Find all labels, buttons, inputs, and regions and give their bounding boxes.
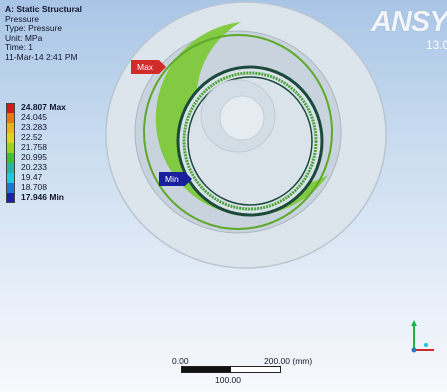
legend-swatch (6, 103, 15, 113)
triad-origin (411, 347, 417, 353)
legend-swatch (6, 123, 15, 133)
legend-label: 24.045 (21, 112, 47, 122)
inner-ring-dark (187, 76, 313, 206)
scale-middle-label: 100.00 (215, 375, 241, 385)
legend-swatch (6, 153, 15, 163)
bore-inner (219, 95, 265, 141)
triad-z-marker (424, 343, 428, 347)
result-info: A: Static Structural Pressure Type: Pres… (5, 4, 82, 63)
result-type: Type: Pressure (5, 23, 63, 34)
legend-label: 24.807 Max (21, 102, 66, 112)
min-probe-label[interactable]: Min (159, 172, 192, 186)
legend-swatch (6, 173, 15, 183)
legend-label: 17.946 Min (21, 192, 64, 202)
triad-y-arrow (411, 320, 417, 326)
legend-swatch (6, 133, 15, 143)
scale-bar (181, 366, 281, 373)
result-name: Pressure (5, 13, 40, 24)
legend-label: 20.995 (21, 152, 47, 162)
legend-label: 23.283 (21, 122, 47, 132)
legend-swatch (6, 143, 15, 153)
scale-right-label: 200.00 (mm) (264, 356, 313, 366)
analysis-title: A: Static Structural (5, 4, 82, 14)
axis-triad[interactable] (404, 318, 444, 358)
max-probe-label[interactable]: Max (131, 60, 167, 74)
ansys-logo: ANSYS (371, 6, 447, 38)
legend-label: 19.47 (21, 172, 43, 182)
legend-label: 20.233 (21, 162, 47, 172)
legend-swatch (6, 163, 15, 173)
legend-swatch (6, 183, 15, 193)
version-label: 13.0 (426, 38, 447, 52)
result-date: 11-Mar-14 2:41 PM (5, 51, 78, 62)
legend-label: 21.758 (21, 142, 47, 152)
result-unit: Unit: MPa (5, 32, 43, 43)
legend-swatch (6, 193, 15, 203)
legend-swatch (6, 113, 15, 123)
pressure-band-edge (143, 34, 333, 230)
result-time: Time: 1 (5, 42, 34, 53)
legend-label: 18.708 (21, 182, 47, 192)
scale-left-label: 0.00 (172, 356, 189, 366)
inner-pressure-ring (182, 71, 318, 211)
legend-label: 22.52 (21, 132, 43, 142)
